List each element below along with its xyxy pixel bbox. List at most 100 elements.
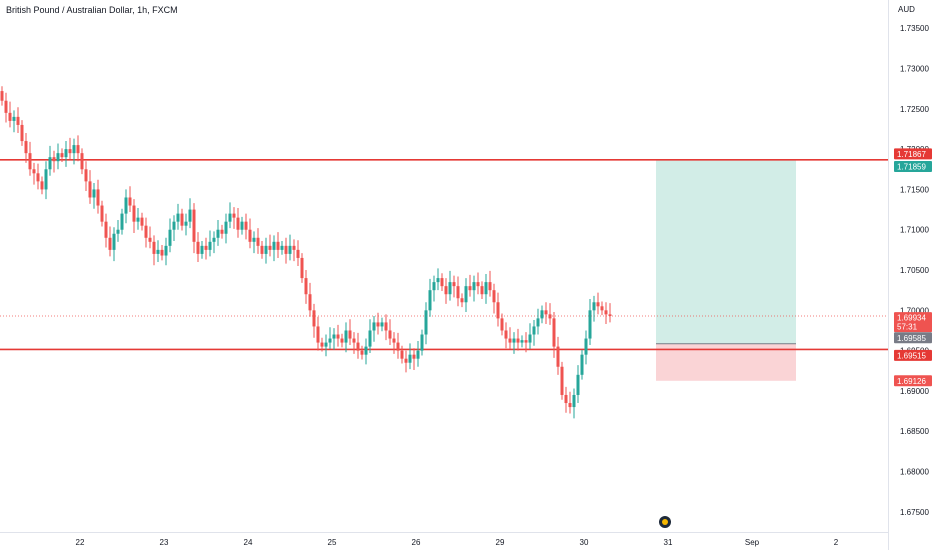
take-profit-tag[interactable] <box>894 160 932 172</box>
last-price-tag[interactable] <box>894 312 932 333</box>
candle-body <box>436 278 440 283</box>
candle-body <box>96 189 100 206</box>
candle-body <box>136 217 140 222</box>
candle-body <box>304 278 308 295</box>
candle-body <box>508 338 512 343</box>
candle-body <box>412 354 416 359</box>
profit-zone[interactable] <box>656 160 796 344</box>
candle-body <box>344 330 348 343</box>
candle-body <box>188 209 192 222</box>
candle-body <box>256 237 260 246</box>
candle-body <box>592 302 596 311</box>
price-tick-label: 1.72500 <box>900 105 929 114</box>
candle-body <box>268 245 272 250</box>
candle-body <box>152 241 156 254</box>
candle-body <box>540 310 544 319</box>
candle-body <box>400 350 404 359</box>
candle-body <box>324 342 328 347</box>
price-tick-label: 1.71500 <box>900 185 929 194</box>
candle-body <box>144 225 148 238</box>
candle-body <box>480 286 484 295</box>
candle-body <box>208 241 212 250</box>
candle-body <box>172 221 176 230</box>
candle-body <box>440 278 444 287</box>
candle-body <box>80 153 84 170</box>
candle-body <box>192 209 196 242</box>
resistance-tag[interactable] <box>894 148 932 160</box>
candle-body <box>232 213 236 218</box>
candle-body <box>36 173 40 182</box>
stop-loss-tag[interactable] <box>894 375 932 387</box>
candle-body <box>264 245 268 254</box>
candle-body <box>288 245 292 254</box>
candle-body <box>608 314 612 316</box>
candle-body <box>56 153 60 162</box>
candle-body <box>116 229 120 234</box>
candle-body <box>296 249 300 258</box>
candle-body <box>112 233 116 250</box>
candle-body <box>408 354 412 363</box>
candle-body <box>528 334 532 343</box>
candle-body <box>584 338 588 355</box>
candle-body <box>336 334 340 339</box>
support-tag[interactable] <box>894 349 932 361</box>
candle-body <box>284 245 288 254</box>
candle-body <box>312 310 316 327</box>
candle-body <box>348 330 352 339</box>
candle-body <box>124 197 128 214</box>
candle-body <box>168 229 172 246</box>
date-tick-label: 30 <box>580 538 589 547</box>
candle-body <box>352 338 356 343</box>
candle-body <box>512 338 516 343</box>
candle-body <box>220 229 224 234</box>
date-tick-label: 25 <box>328 538 337 547</box>
candle-body <box>448 282 452 295</box>
candle-body <box>72 145 76 154</box>
price-tick-label: 1.73000 <box>900 65 929 74</box>
candle-body <box>32 169 36 174</box>
candle-body <box>484 282 488 295</box>
candle-body <box>556 346 560 367</box>
candle-body <box>432 282 436 291</box>
candle-body <box>328 338 332 343</box>
price-tick-label: 1.70500 <box>900 266 929 275</box>
candle-body <box>488 282 492 291</box>
price-tick-label: 1.73500 <box>900 24 929 33</box>
candle-body <box>340 338 344 343</box>
candle-body <box>300 257 304 279</box>
entry-tag[interactable] <box>894 332 932 344</box>
candle-body <box>548 314 552 319</box>
last-price-tag-label: 1.69934 <box>897 314 926 323</box>
candle-body <box>600 306 604 311</box>
resistance-tag-label: 1.71867 <box>897 150 926 159</box>
candle-body <box>212 237 216 242</box>
candle-body <box>444 286 448 295</box>
candle-body <box>472 282 476 291</box>
candle-body <box>560 366 564 395</box>
candle-body <box>24 141 28 154</box>
candle-body <box>60 153 64 158</box>
candle-body <box>364 346 368 355</box>
candle-body <box>0 91 4 101</box>
last-price-tag-countdown: 57:31 <box>897 323 918 332</box>
candle-body <box>372 322 376 331</box>
candle-body <box>240 221 244 230</box>
candle-body <box>68 149 72 154</box>
candle-body <box>460 298 464 303</box>
date-tick-label: 22 <box>76 538 85 547</box>
candle-body <box>84 169 88 182</box>
candle-body <box>248 229 252 242</box>
candle-body <box>160 249 164 256</box>
chart-title: British Pound / Australian Dollar, 1h, F… <box>6 5 178 15</box>
date-tick-label: 23 <box>160 538 169 547</box>
candle-body <box>476 282 480 287</box>
candle-body <box>120 213 124 230</box>
candle-body <box>332 334 336 339</box>
price-tick-label: 1.69000 <box>900 387 929 396</box>
candle-body <box>496 302 500 319</box>
candle-body <box>92 189 96 198</box>
price-tick-label: 1.67500 <box>900 508 929 517</box>
candle-body <box>244 221 248 230</box>
candle-body <box>280 245 284 250</box>
